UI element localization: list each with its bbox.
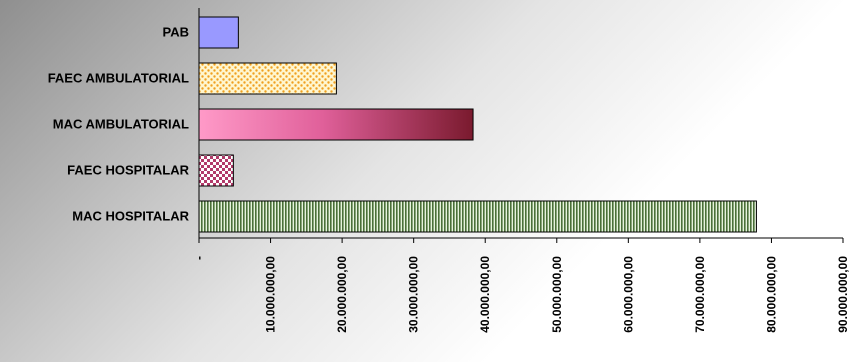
x-tick-label: 50.000.000,00 [550,256,564,333]
bar-faec-ambulatorial [198,62,337,95]
category-label-mac-hospitalar: MAC HOSPITALAR [72,209,189,224]
bar-mac-hospitalar [198,200,757,233]
category-label-faec-hospitalar: FAEC HOSPITALAR [67,163,189,178]
x-tick-label: - [192,256,206,260]
x-tick-label: 90.000.000,00 [836,256,849,333]
x-tick-label: 20.000.000,00 [335,256,349,333]
x-tick-label: 70.000.000,00 [693,256,707,333]
category-label-mac-ambulatorial: MAC AMBULATORIAL [53,117,189,132]
category-label-faec-ambulatorial: FAEC AMBULATORIAL [48,71,189,86]
bar-faec-hospitalar [198,154,234,187]
category-label-pab: PAB [163,25,189,40]
x-tick-label: 30.000.000,00 [407,256,421,333]
x-tick-labels: - 10.000.000,00 20.000.000,00 30.000.000,00… [192,256,849,333]
x-ticks [198,238,844,243]
bar-pab [198,16,239,49]
x-tick-label: 40.000.000,00 [478,256,492,333]
bar-mac-ambulatorial [198,108,474,141]
category-labels: PAB FAEC AMBULATORIAL MAC AMBULATORIAL FAEC… [48,25,190,224]
x-tick-label: 60.000.000,00 [621,256,635,333]
x-tick-label: 10.000.000,00 [264,256,278,333]
x-tick-label: 80.000.000,00 [764,256,778,333]
bars-layer [198,16,757,233]
